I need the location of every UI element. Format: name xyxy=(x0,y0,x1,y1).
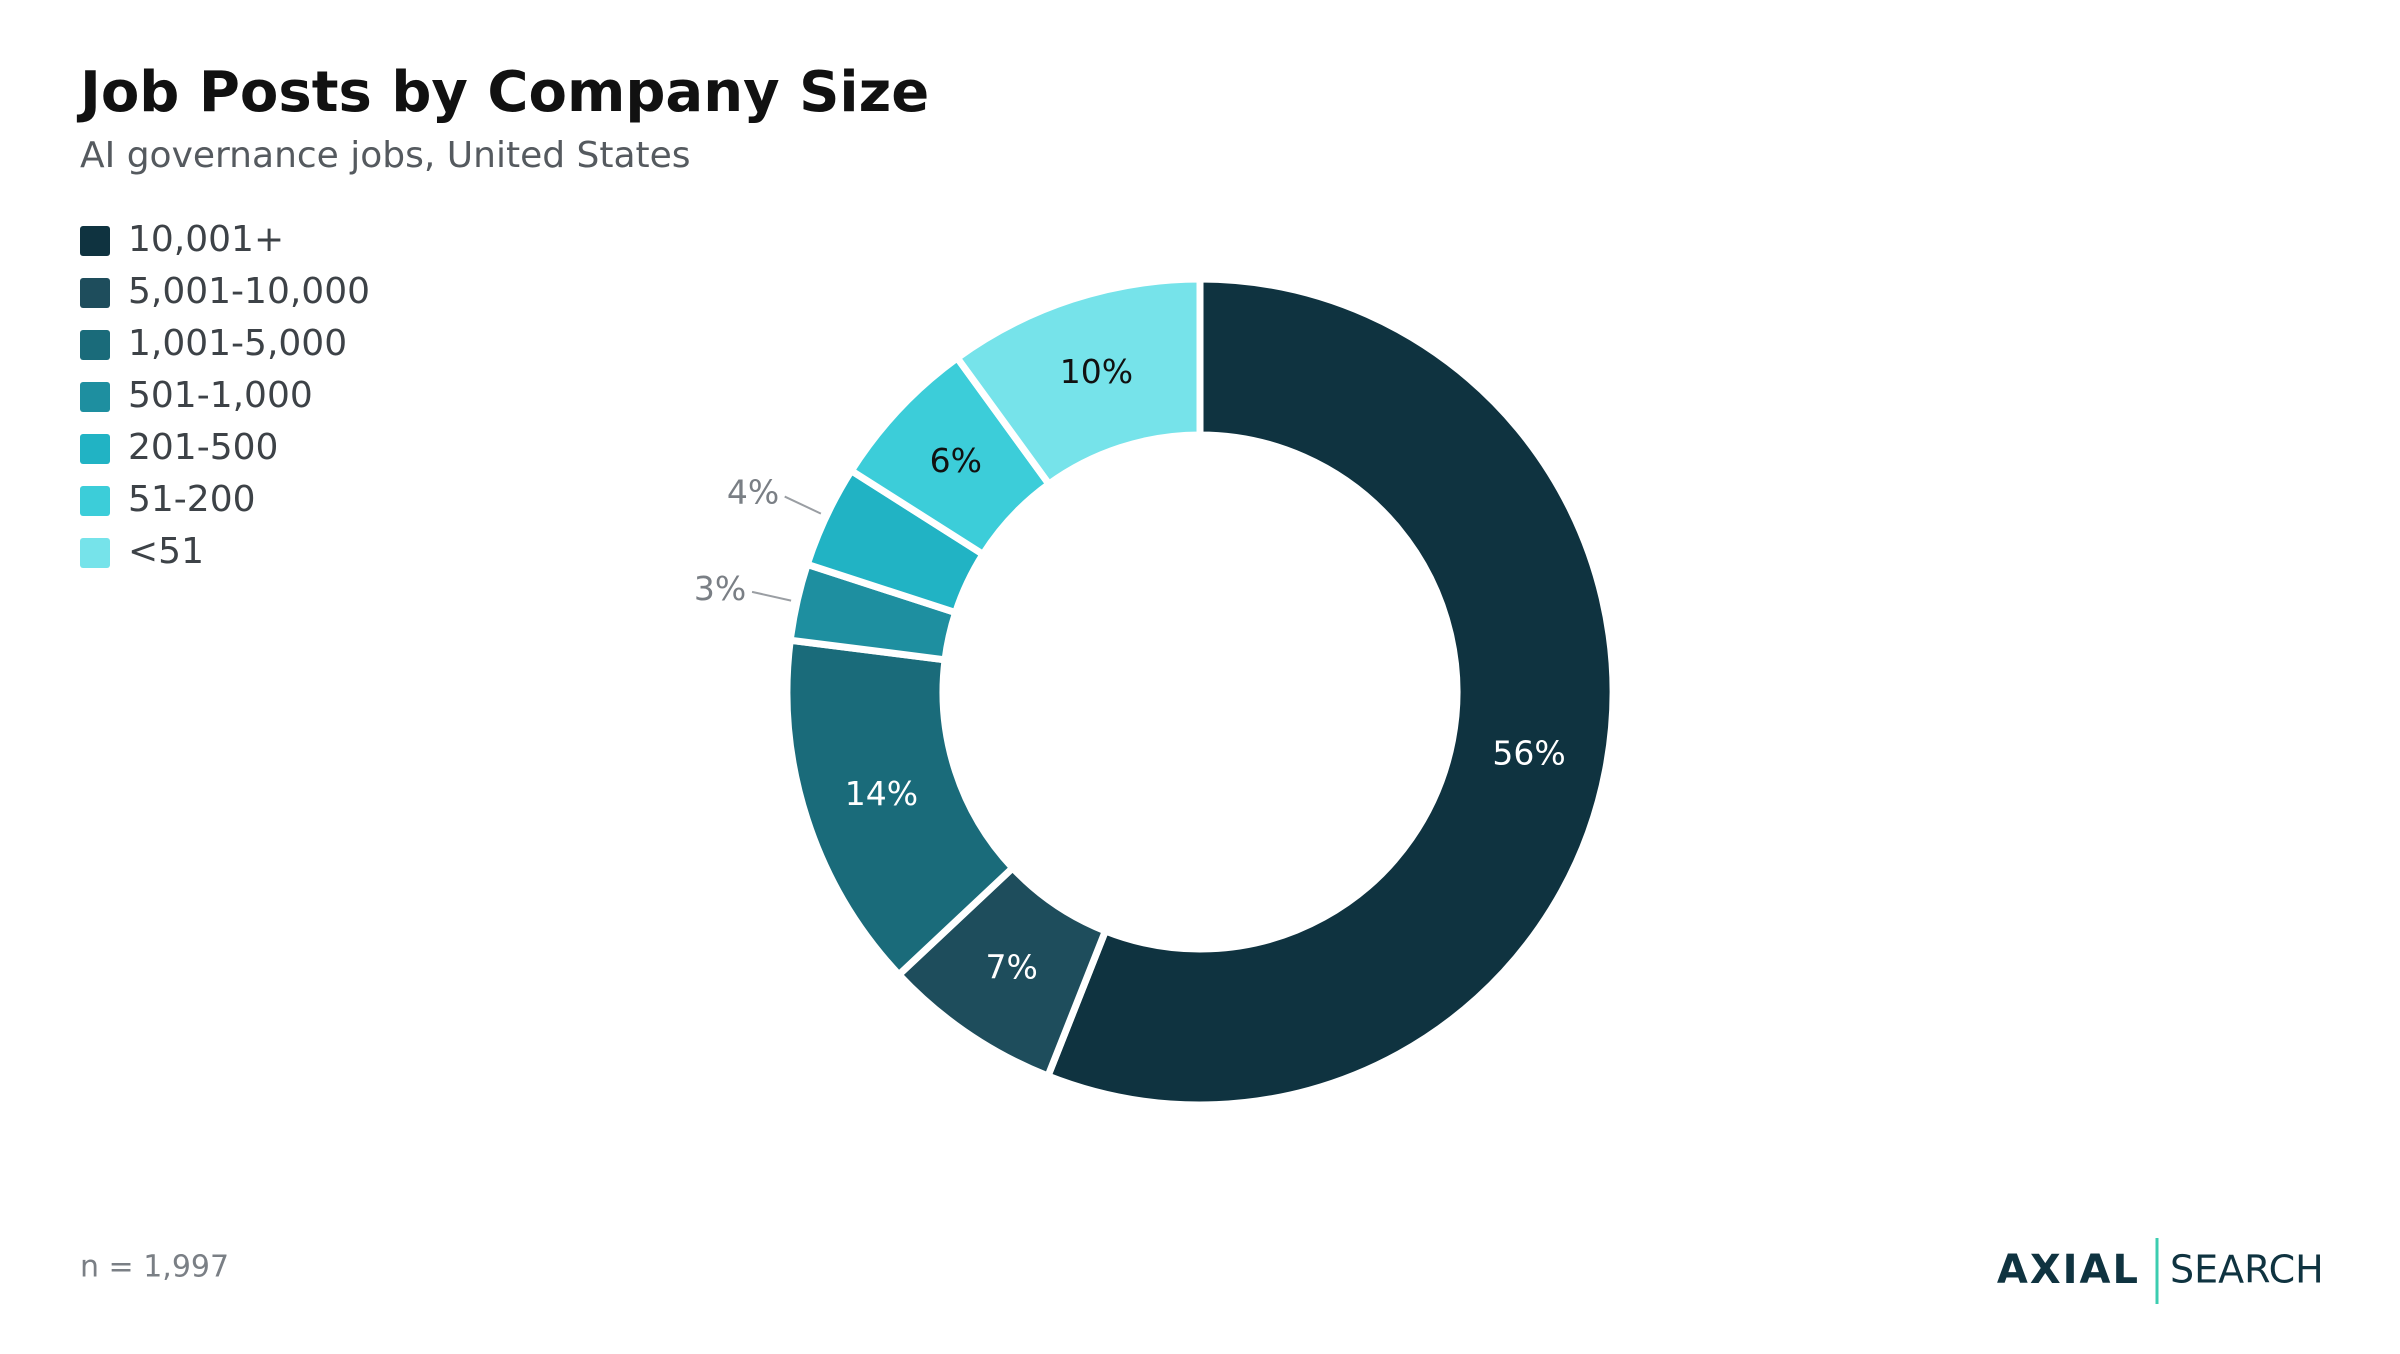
slice-label: 10% xyxy=(1060,352,1133,391)
legend-label: 501-1,000 xyxy=(128,375,313,416)
legend-swatch xyxy=(80,226,110,256)
slice-label: 56% xyxy=(1492,733,1565,772)
legend-swatch xyxy=(80,486,110,516)
donut-slice xyxy=(952,275,1204,489)
donut-slice xyxy=(783,636,1018,980)
legend-label: 10,001+ xyxy=(128,219,284,260)
slice-label: 6% xyxy=(930,441,982,480)
legend-label: 1,001-5,000 xyxy=(128,323,347,364)
brand-logo: AXIAL xyxy=(1997,1247,2140,1293)
legend-swatch xyxy=(80,538,110,568)
legend-label: <51 xyxy=(128,531,204,572)
leader-line xyxy=(751,590,792,602)
chart-title: Job Posts by Company Size xyxy=(76,60,929,125)
brand-product: SEARCH xyxy=(2170,1248,2324,1292)
donut-slice xyxy=(1043,275,1617,1109)
legend-swatch xyxy=(80,330,110,360)
legend-label: 5,001-10,000 xyxy=(128,271,370,312)
leader-line xyxy=(784,495,822,515)
legend-swatch xyxy=(80,434,110,464)
sample-note: n = 1,997 xyxy=(80,1250,229,1285)
legend-label: 201-500 xyxy=(128,427,278,468)
legend-label: 51-200 xyxy=(128,479,256,520)
legend-swatch xyxy=(80,278,110,308)
chart-subtitle: AI governance jobs, United States xyxy=(80,135,691,176)
legend-swatch xyxy=(80,382,110,412)
slice-label: 14% xyxy=(845,774,918,813)
slice-label: 4% xyxy=(727,473,779,512)
slice-label: 7% xyxy=(986,948,1038,987)
slice-label: 3% xyxy=(694,569,746,608)
